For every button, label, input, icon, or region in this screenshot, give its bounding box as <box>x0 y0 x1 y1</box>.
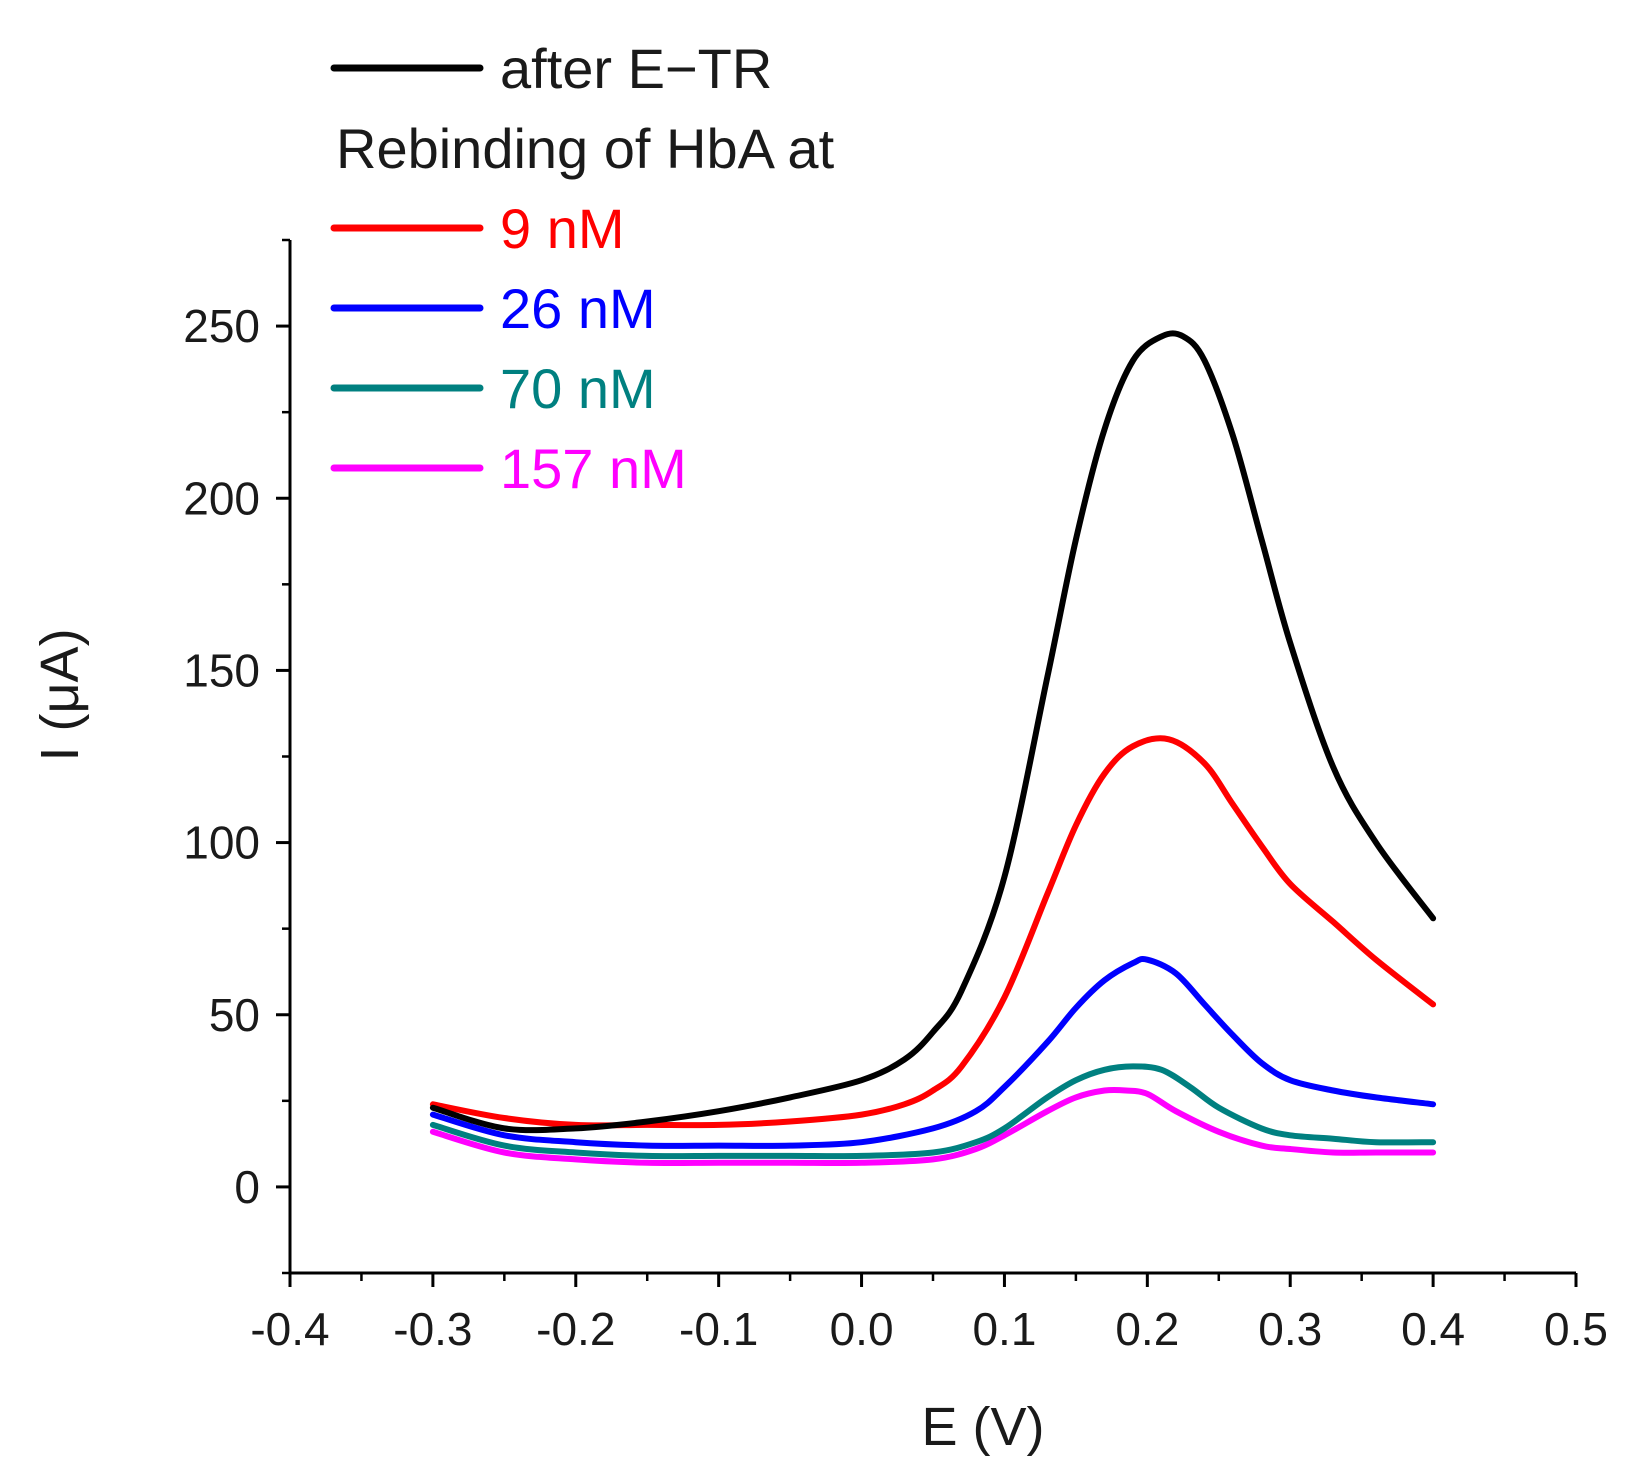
x-tick-label: 0.0 <box>830 1303 894 1355</box>
ticks: -0.4 -0.3 -0.2 -0.1 0.0 0.1 0.2 0.3 0.4 0.5 0 50 100… <box>183 238 1608 1355</box>
y-tick-label: 200 <box>183 472 260 524</box>
axes <box>288 240 1576 1275</box>
x-tick-label: 0.1 <box>972 1303 1036 1355</box>
legend-heading: Rebinding of HbA at <box>336 117 835 180</box>
legend-label-1: 9 nM <box>500 197 625 260</box>
x-tick-label: -0.2 <box>536 1303 615 1355</box>
x-tick-label: 0.4 <box>1401 1303 1465 1355</box>
legend-label-4: 157 nM <box>500 437 687 500</box>
x-tick-label: -0.1 <box>679 1303 758 1355</box>
y-tick-label: 0 <box>234 1161 260 1213</box>
legend-label-0: after E−TR <box>500 37 772 100</box>
series-line-0 <box>429 330 1437 1134</box>
x-axis-title: E (V) <box>921 1397 1044 1457</box>
series-line-1 <box>429 735 1437 1129</box>
x-tick-label: -0.4 <box>250 1303 329 1355</box>
series-line-2 <box>429 955 1437 1149</box>
series-layer <box>429 330 1437 1167</box>
y-axis-title: I (μA) <box>30 628 90 761</box>
x-tick-label: -0.3 <box>393 1303 472 1355</box>
series-line-4 <box>429 1086 1437 1167</box>
x-tick-label: 0.3 <box>1258 1303 1322 1355</box>
series-line-3 <box>429 1063 1437 1160</box>
x-tick-label: 0.2 <box>1115 1303 1179 1355</box>
legend-label-3: 70 nM <box>500 357 656 420</box>
y-tick-label: 150 <box>183 644 260 696</box>
legend-label-2: 26 nM <box>500 277 656 340</box>
y-tick-label: 100 <box>183 817 260 869</box>
y-tick-label: 250 <box>183 300 260 352</box>
y-tick-label: 50 <box>209 989 260 1041</box>
legend: after E−TR Rebinding of HbA at 9 nM 26 nM 70… <box>330 37 835 500</box>
x-tick-label: 0.5 <box>1544 1303 1608 1355</box>
